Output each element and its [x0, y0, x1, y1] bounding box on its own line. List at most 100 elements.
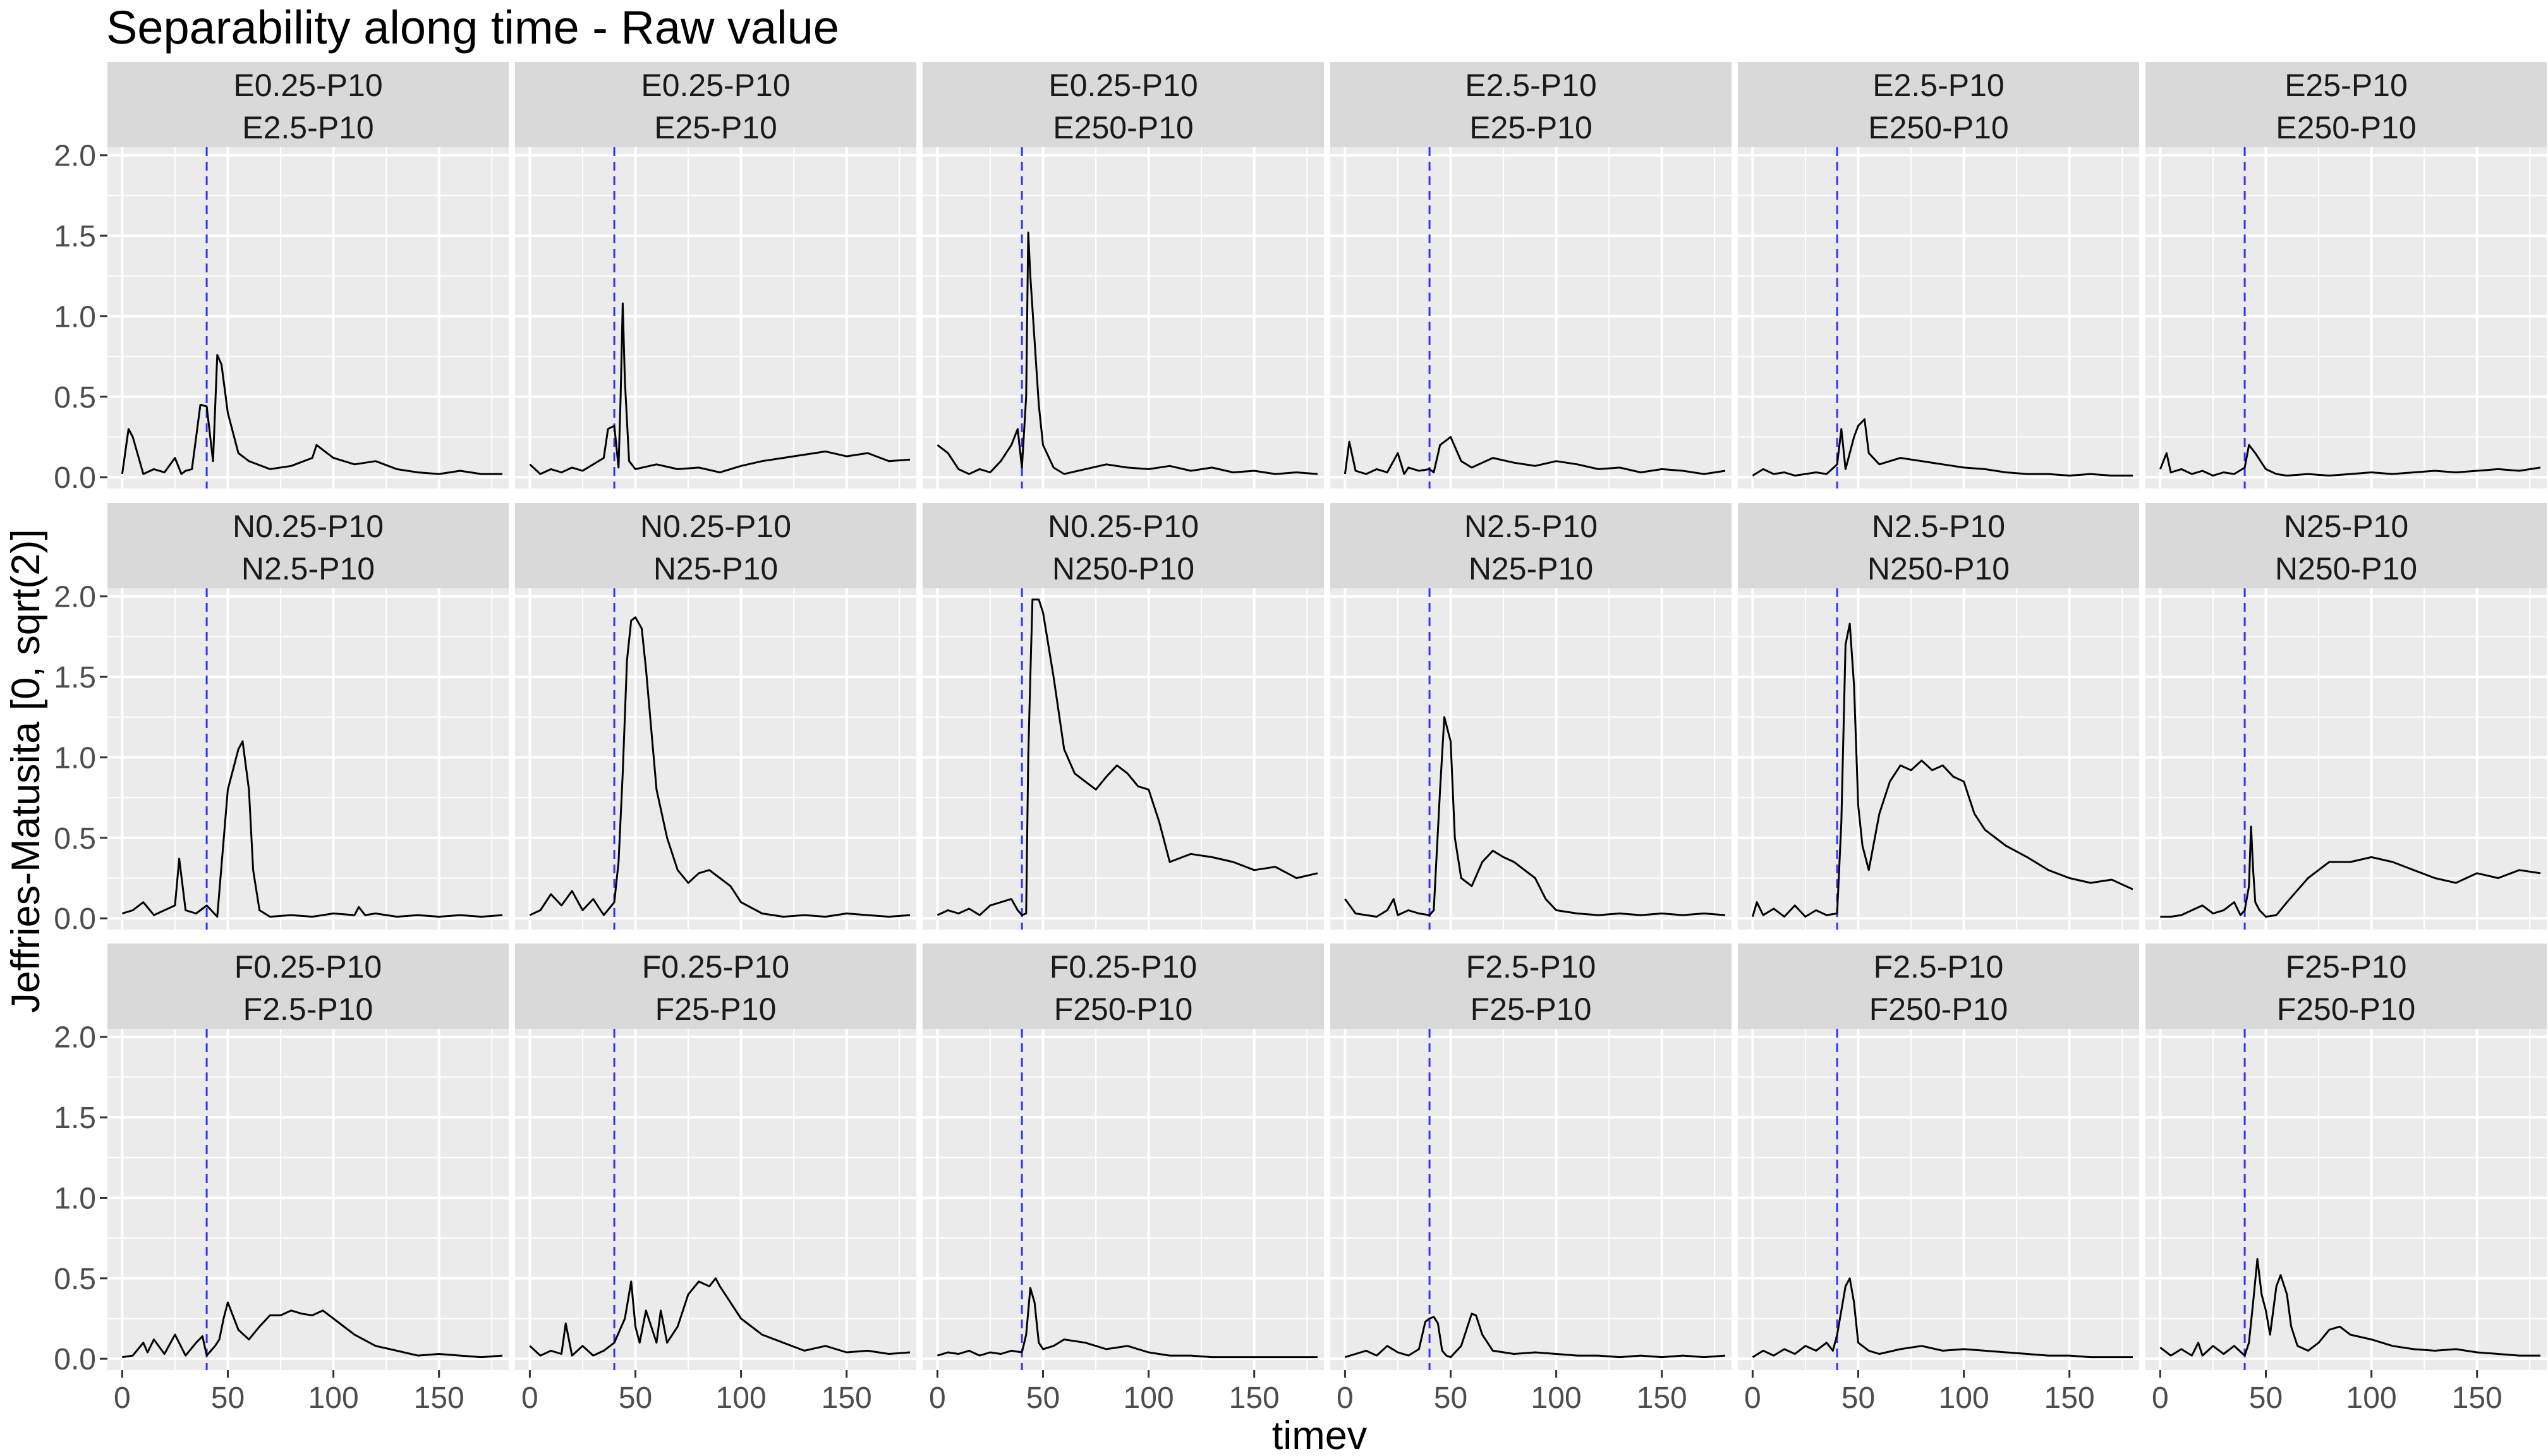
facet-panel: N25-P10 N250-P10 — [2145, 503, 2547, 930]
series-line — [937, 231, 1318, 475]
series-line — [937, 1287, 1318, 1359]
facet-label-bottom: N2.5-P10 — [241, 551, 375, 586]
series-line — [1344, 436, 1726, 475]
facet-label-bottom: E25-P10 — [654, 110, 777, 145]
x-tick-label: 0 — [1337, 1381, 1354, 1415]
x-tick-label: 50 — [619, 1381, 652, 1415]
x-tick-label: 50 — [1841, 1381, 1875, 1415]
facet-panel: F0.25-P10 F250-P10 0 50 100 150 — [923, 943, 1324, 1415]
x-tick-label: 150 — [1229, 1381, 1280, 1415]
panel-background — [515, 588, 916, 930]
facet-label-top: N0.25-P10 — [233, 509, 384, 544]
facet-strip — [1738, 943, 2139, 1029]
y-tick-label: 2.0 — [54, 581, 96, 614]
facet-strip — [107, 503, 509, 588]
facet-label-bottom: E250-P10 — [1868, 110, 2008, 145]
series-line — [1344, 1313, 1726, 1359]
facet-strip — [515, 503, 916, 588]
x-tick-label: 50 — [2249, 1381, 2283, 1415]
x-tick-label: 150 — [414, 1381, 464, 1415]
x-tick-label: 0 — [1744, 1381, 1761, 1415]
chart-title: Separability along time - Raw value — [106, 1, 839, 54]
panel-background — [107, 1029, 509, 1370]
facet-panel: F0.25-P10 F25-P10 0 50 100 150 — [515, 943, 916, 1415]
facet-label-bottom: E250-P10 — [2276, 110, 2416, 145]
facet-panel: E2.5-P10 E250-P10 — [1738, 62, 2139, 488]
facet-strip — [2145, 62, 2547, 147]
series-line — [937, 598, 1318, 916]
y-tick-label: 0.0 — [54, 1343, 96, 1376]
y-tick-label: 0.5 — [54, 1263, 96, 1296]
panel-background — [1738, 588, 2139, 930]
facet-label-bottom: F250-P10 — [1869, 992, 2008, 1027]
series-line — [1752, 418, 2133, 477]
panel-background — [923, 1029, 1324, 1370]
panel-background — [2145, 1029, 2547, 1370]
facet-label-top: F0.25-P10 — [234, 949, 382, 985]
facet-strip — [1330, 503, 1732, 588]
facet-label-top: E2.5-P10 — [1465, 68, 1596, 103]
facet-label-bottom: N25-P10 — [1469, 551, 1593, 586]
facet-strip — [515, 62, 916, 147]
series-line — [1752, 1277, 2133, 1359]
y-tick-label: 0.0 — [54, 902, 96, 936]
facet-label-bottom: E25-P10 — [1469, 110, 1592, 145]
facet-label-bottom: F25-P10 — [655, 992, 777, 1027]
facet-label-top: F2.5-P10 — [1874, 949, 2004, 985]
facet-panel: N0.25-P10 N250-P10 — [923, 503, 1324, 930]
y-tick-label: 1.5 — [54, 1101, 96, 1135]
y-axis-title: Jeffries-Matusita [0, sqrt(2)] — [4, 529, 48, 1013]
y-tick-label: 1.0 — [54, 300, 96, 334]
y-tick-label: 1.5 — [54, 220, 96, 253]
facet-label-bottom: E250-P10 — [1053, 110, 1193, 145]
panel-background — [923, 588, 1324, 930]
facet-strip — [1738, 62, 2139, 147]
series-line — [529, 1277, 911, 1357]
facet-panel: E25-P10 E250-P10 — [2145, 62, 2547, 488]
facet-strip — [515, 943, 916, 1029]
facet-panel: N0.25-P10 N2.5-P10 0.0 0.5 1.0 1.5 2.0 — [54, 503, 509, 936]
facet-panel: F2.5-P10 F25-P10 0 50 100 150 — [1330, 943, 1732, 1415]
x-tick-label: 0 — [929, 1381, 946, 1415]
series-line — [529, 616, 911, 918]
panel-background — [1330, 588, 1732, 930]
facet-label-top: F0.25-P10 — [1050, 949, 1197, 985]
facet-strip — [1738, 503, 2139, 588]
facet-label-top: E25-P10 — [2284, 68, 2408, 103]
facet-label-bottom: F250-P10 — [1054, 992, 1193, 1027]
facet-label-top: E0.25-P10 — [233, 68, 382, 103]
facet-label-bottom: E2.5-P10 — [242, 110, 373, 145]
x-tick-label: 100 — [2346, 1381, 2397, 1415]
y-tick-label: 1.0 — [54, 741, 96, 775]
x-tick-label: 100 — [1531, 1381, 1582, 1415]
facet-label-top: F0.25-P10 — [642, 949, 789, 985]
panel-background — [1738, 147, 2139, 488]
series-line — [1344, 716, 1726, 918]
facet-panel: E0.25-P10 E2.5-P10 0.0 0.5 1.0 1.5 2.0 — [54, 62, 509, 495]
x-tick-label: 0 — [114, 1381, 131, 1415]
series-line — [122, 1301, 503, 1359]
x-tick-label: 100 — [716, 1381, 767, 1415]
panel-background — [515, 147, 916, 488]
series-line — [2160, 825, 2541, 918]
panel-background — [107, 147, 509, 488]
x-tick-label: 50 — [1026, 1381, 1060, 1415]
panel-background — [107, 588, 509, 930]
facet-label-bottom: N25-P10 — [653, 551, 778, 586]
facet-strip — [107, 943, 509, 1029]
facet-panel: F25-P10 F250-P10 0 50 100 150 — [2145, 943, 2547, 1415]
facet-label-top: N25-P10 — [2284, 509, 2408, 544]
x-tick-label: 0 — [2152, 1381, 2169, 1415]
facet-panel: N0.25-P10 N25-P10 — [515, 503, 916, 930]
facet-label-bottom: N250-P10 — [1052, 551, 1194, 586]
facet-label-top: F2.5-P10 — [1466, 949, 1596, 985]
facet-panel: N2.5-P10 N25-P10 — [1330, 503, 1732, 930]
facet-panel: F2.5-P10 F250-P10 0 50 100 150 — [1738, 943, 2139, 1415]
facet-label-bottom: N250-P10 — [1867, 551, 2010, 586]
y-tick-label: 1.0 — [54, 1182, 96, 1215]
x-axis-title: timev — [1272, 1414, 1368, 1456]
series-line — [121, 354, 502, 475]
panel-background — [515, 1029, 916, 1370]
facet-strip — [2145, 503, 2547, 588]
